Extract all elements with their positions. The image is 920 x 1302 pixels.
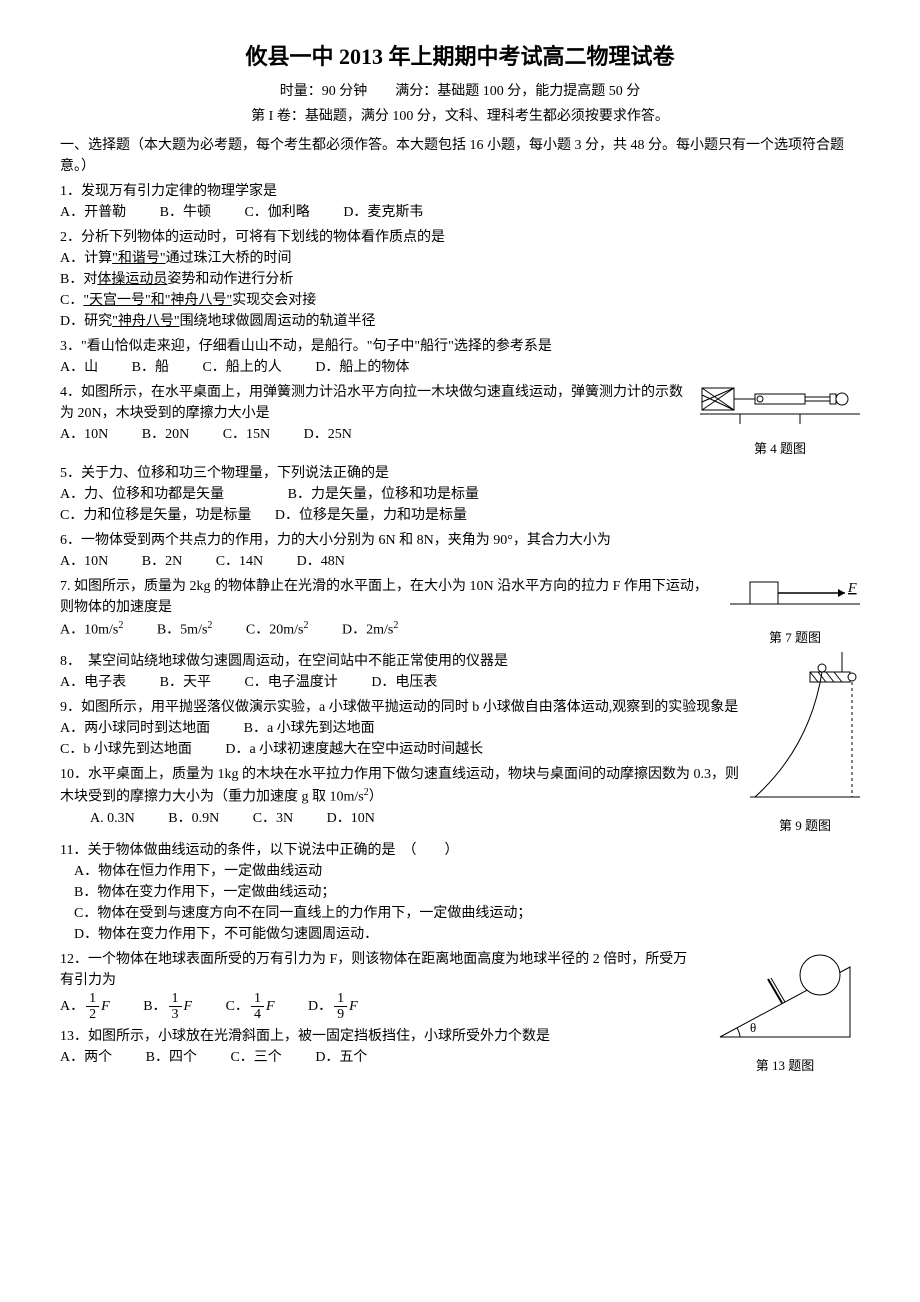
q4-option-c: C．15N	[223, 424, 270, 445]
q12-text: 12．一个物体在地球表面所受的万有引力为 F，则该物体在距离地面高度为地球半径的…	[60, 949, 860, 991]
q4-option-a: A．10N	[60, 424, 108, 445]
q9-options-row2: C．b 小球先到达地面 D．a 小球初速度越大在空中运动时间越长	[60, 739, 860, 760]
q9-option-d: D．a 小球初速度越大在空中运动时间越长	[225, 739, 483, 760]
q1-option-c: C．伽利略	[244, 202, 309, 223]
q6-option-b: B．2N	[142, 551, 182, 572]
q11-option-c: C．物体在受到与速度方向不在同一直线上的力作用下，一定做曲线运动；	[74, 903, 860, 924]
q12-option-a: A．12F	[60, 991, 110, 1023]
q2-text: 2．分析下列物体的运动时，可将有下划线的物体看作质点的是	[60, 227, 860, 248]
q8-text: 8． 某空间站绕地球做匀速圆周运动，在空间站中不能正常使用的仪器是	[60, 651, 860, 672]
q11-text: 11．关于物体做曲线运动的条件，以下说法中正确的是 （ ）	[60, 840, 860, 861]
q5-text: 5．关于力、位移和功三个物理量，下列说法正确的是	[60, 463, 860, 484]
q7-option-b: B．5m/s2	[157, 618, 213, 641]
q9-option-c: C．b 小球先到达地面	[60, 739, 192, 760]
q9-option-b: B．a 小球先到达地面	[244, 718, 375, 739]
q10-option-c: C．3N	[253, 808, 293, 829]
q8-option-c: C．电子温度计	[244, 672, 337, 693]
question-2: 2．分析下列物体的运动时，可将有下划线的物体看作质点的是 A．计算"和谐号"通过…	[60, 227, 860, 332]
q11-option-d: D．物体在变力作用下，不可能做匀速圆周运动．	[74, 924, 860, 945]
q3-option-a: A．山	[60, 357, 98, 378]
q5-option-b: B．力是矢量，位移和功是标量	[288, 484, 479, 505]
q8-option-d: D．电压表	[371, 672, 437, 693]
q9-text: 9．如图所示，用平抛竖落仪做演示实验，a 小球做平抛运动的同时 b 小球做自由落…	[60, 697, 860, 718]
exam-title: 攸县一中 2013 年上期期中考试高二物理试卷	[60, 40, 860, 73]
q6-option-c: C．14N	[216, 551, 263, 572]
q5-option-c: C．力和位移是矢量，功是标量	[60, 505, 251, 526]
q8-option-a: A．电子表	[60, 672, 126, 693]
question-1: 1．发现万有引力定律的物理学家是 A．开普勒 B．牛顿 C．伽利略 D．麦克斯韦	[60, 181, 860, 223]
q6-option-d: D．48N	[297, 551, 345, 572]
q13-option-c: C．三个	[230, 1047, 281, 1068]
question-11: 11．关于物体做曲线运动的条件，以下说法中正确的是 （ ） A．物体在恒力作用下…	[60, 840, 860, 945]
q3-text: 3．"看山恰似走来迎，仔细看山山不动，是船行。"句子中"船行"选择的参考系是	[60, 336, 860, 357]
q3-options: A．山 B．船 C．船上的人 D．船上的物体	[60, 357, 860, 378]
q6-options: A．10N B．2N C．14N D．48N	[60, 551, 860, 572]
question-3: 3．"看山恰似走来迎，仔细看山山不动，是船行。"句子中"船行"选择的参考系是 A…	[60, 336, 860, 378]
q4-option-d: D．25N	[304, 424, 352, 445]
exam-subtitle-2: 第 I 卷：基础题，满分 100 分，文科、理科考生都必须按要求作答。	[60, 106, 860, 127]
q7-option-d: D．2m/s2	[342, 618, 398, 641]
q5-option-a: A．力、位移和功都是矢量	[60, 484, 224, 505]
q12-option-c: C．14F	[226, 991, 275, 1023]
q1-text: 1．发现万有引力定律的物理学家是	[60, 181, 860, 202]
q8-option-b: B．天平	[160, 672, 211, 693]
q12-options: A．12F B．13F C．14F D．19F	[60, 991, 860, 1023]
question-5: 5．关于力、位移和功三个物理量，下列说法正确的是 A．力、位移和功都是矢量 B．…	[60, 463, 860, 526]
question-10: 10．水平桌面上，质量为 1kg 的木块在水平拉力作用下做匀速直线运动，物块与桌…	[60, 764, 860, 829]
q7-text: 7. 如图所示，质量为 2kg 的物体静止在光滑的水平面上，在大小为 10N 沿…	[60, 576, 860, 618]
q10-option-b: B．0.9N	[168, 808, 219, 829]
q3-option-c: C．船上的人	[202, 357, 281, 378]
question-4: 4．如图所示，在水平桌面上，用弹簧测力计沿水平方向拉一木块做匀速直线运动，弹簧测…	[60, 382, 860, 445]
q6-text: 6．一物体受到两个共点力的作用，力的大小分别为 6N 和 8N，夹角为 90°，…	[60, 530, 860, 551]
section-1-header: 一、选择题（本大题为必考题，每个考生都必须作答。本大题包括 16 小题，每小题 …	[60, 135, 860, 177]
q11-option-b: B．物体在变力作用下，一定做曲线运动；	[74, 882, 860, 903]
q13-option-b: B．四个	[146, 1047, 197, 1068]
q9-options-row1: A．两小球同时到达地面 B．a 小球先到达地面	[60, 718, 860, 739]
q7-options: A．10m/s2 B．5m/s2 C．20m/s2 D．2m/s2	[60, 618, 860, 641]
q2-option-d: D．研究"神舟八号"围绕地球做圆周运动的轨道半径	[60, 311, 860, 332]
q13-text: 13．如图所示，小球放在光滑斜面上，被一固定挡板挡住，小球所受外力个数是	[60, 1026, 860, 1047]
q9-option-a: A．两小球同时到达地面	[60, 718, 210, 739]
q12-option-b: B．13F	[143, 991, 192, 1023]
q6-option-a: A．10N	[60, 551, 108, 572]
q7-option-a: A．10m/s2	[60, 618, 123, 641]
q5-options-row2: C．力和位移是矢量，功是标量 D．位移是矢量，力和功是标量	[60, 505, 860, 526]
q5-options-row1: A．力、位移和功都是矢量 B．力是矢量，位移和功是标量	[60, 484, 860, 505]
q11-option-a: A．物体在恒力作用下，一定做曲线运动	[74, 861, 860, 882]
question-13: 13．如图所示，小球放在光滑斜面上，被一固定挡板挡住，小球所受外力个数是 A．两…	[60, 1026, 860, 1068]
q1-option-b: B．牛顿	[160, 202, 211, 223]
q2-option-a: A．计算"和谐号"通过珠江大桥的时间	[60, 248, 860, 269]
q8-options: A．电子表 B．天平 C．电子温度计 D．电压表	[60, 672, 860, 693]
q1-options: A．开普勒 B．牛顿 C．伽利略 D．麦克斯韦	[60, 202, 860, 223]
q1-option-a: A．开普勒	[60, 202, 126, 223]
q10-option-d: D．10N	[327, 808, 375, 829]
q13-options: A．两个 B．四个 C．三个 D．五个	[60, 1047, 860, 1068]
q5-option-d: D．位移是矢量，力和功是标量	[275, 505, 467, 526]
q3-option-b: B．船	[132, 357, 169, 378]
q12-option-d: D．19F	[308, 991, 358, 1023]
question-8: 8． 某空间站绕地球做匀速圆周运动，在空间站中不能正常使用的仪器是 A．电子表 …	[60, 651, 860, 693]
q7-option-c: C．20m/s2	[246, 618, 309, 641]
q4-text: 4．如图所示，在水平桌面上，用弹簧测力计沿水平方向拉一木块做匀速直线运动，弹簧测…	[60, 382, 860, 424]
q10-option-a: A. 0.3N	[90, 808, 135, 829]
q3-option-d: D．船上的物体	[315, 357, 409, 378]
q1-option-d: D．麦克斯韦	[343, 202, 423, 223]
q4-options: A．10N B．20N C．15N D．25N	[60, 424, 860, 445]
q13-option-d: D．五个	[315, 1047, 367, 1068]
question-7: 7. 如图所示，质量为 2kg 的物体静止在光滑的水平面上，在大小为 10N 沿…	[60, 576, 860, 641]
question-6: 6．一物体受到两个共点力的作用，力的大小分别为 6N 和 8N，夹角为 90°，…	[60, 530, 860, 572]
q2-option-c: C．"天宫一号"和"神舟八号"实现交会对接	[60, 290, 860, 311]
q4-option-b: B．20N	[142, 424, 189, 445]
q10-options: A. 0.3N B．0.9N C．3N D．10N	[90, 808, 860, 829]
question-9: 9．如图所示，用平抛竖落仪做演示实验，a 小球做平抛运动的同时 b 小球做自由落…	[60, 697, 860, 760]
q10-text: 10．水平桌面上，质量为 1kg 的木块在水平拉力作用下做匀速直线运动，物块与桌…	[60, 764, 860, 808]
q13-option-a: A．两个	[60, 1047, 112, 1068]
question-12: 12．一个物体在地球表面所受的万有引力为 F，则该物体在距离地面高度为地球半径的…	[60, 949, 860, 1023]
q2-option-b: B．对体操运动员姿势和动作进行分析	[60, 269, 860, 290]
exam-subtitle-1: 时量：90 分钟 满分：基础题 100 分，能力提高题 50 分	[60, 81, 860, 102]
